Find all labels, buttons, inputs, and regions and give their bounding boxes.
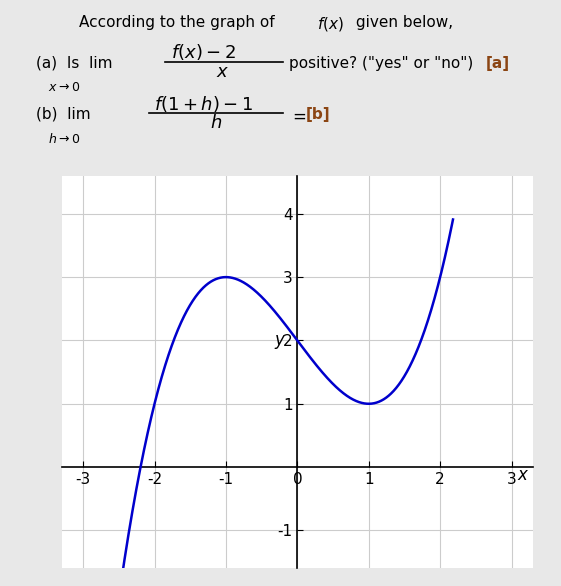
Text: [a]: [a] [485,56,509,71]
Text: $f(x)$: $f(x)$ [317,15,344,33]
Text: $x$: $x$ [216,63,229,81]
Text: (b)  lim: (b) lim [36,107,91,122]
Text: [b]: [b] [306,107,330,122]
Text: $f(x)-2$: $f(x)-2$ [171,42,236,62]
Text: $x \to 0$: $x \to 0$ [48,81,80,94]
Text: According to the graph of: According to the graph of [79,15,279,30]
Text: $h \to 0$: $h \to 0$ [48,132,80,146]
Text: positive? ("yes" or "no"): positive? ("yes" or "no") [289,56,473,71]
Text: $=$: $=$ [289,107,306,125]
Text: x: x [517,466,527,483]
Text: y: y [274,332,284,349]
Text: $h$: $h$ [210,114,223,132]
Text: (a)  Is  lim: (a) Is lim [36,56,113,71]
Text: $f(1+h)-1$: $f(1+h)-1$ [154,94,254,114]
Text: given below,: given below, [351,15,453,30]
